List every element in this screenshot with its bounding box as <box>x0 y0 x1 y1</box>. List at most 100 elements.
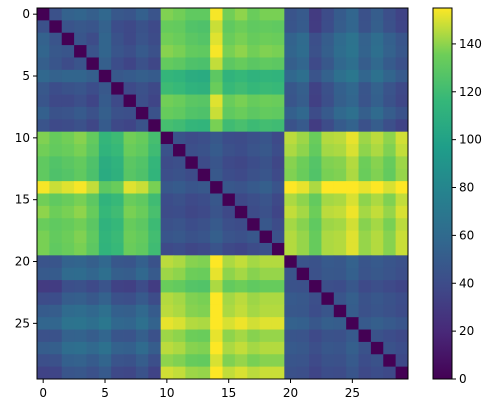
y-axis: 0 5 10 15 20 25 <box>15 7 37 330</box>
heatmap-cell <box>210 131 223 145</box>
heatmap-cell <box>370 156 384 170</box>
heatmap-cell <box>395 341 409 355</box>
heatmap-cell <box>271 317 285 330</box>
colorbar-tick-label: 100 <box>459 133 482 147</box>
heatmap-cell <box>86 156 100 170</box>
heatmap-cell <box>74 69 87 83</box>
heatmap-cell <box>148 119 162 133</box>
heatmap-cell <box>74 181 87 194</box>
heatmap-cell <box>309 82 322 95</box>
heatmap-cell <box>148 317 162 330</box>
heatmap-cell <box>259 168 273 182</box>
heatmap-cell <box>271 230 285 244</box>
heatmap-cell <box>210 45 223 58</box>
heatmap-cell <box>271 304 285 318</box>
heatmap-cell <box>61 317 75 330</box>
heatmap-cell <box>210 119 223 133</box>
heatmap-cell <box>210 242 223 256</box>
heatmap-cell <box>160 230 174 244</box>
heatmap-cell <box>61 193 75 207</box>
heatmap-cell <box>309 156 322 170</box>
heatmap-cell <box>135 242 149 256</box>
heatmap-cell <box>395 242 409 256</box>
heatmap-cell <box>197 45 211 58</box>
heatmap-cell <box>185 82 199 95</box>
heatmap-cell <box>197 32 211 46</box>
heatmap-cell <box>61 82 75 95</box>
heatmap-cell <box>210 366 223 380</box>
heatmap-cell <box>86 131 100 145</box>
heatmap-cell <box>173 119 186 133</box>
heatmap-cell <box>296 82 310 95</box>
heatmap-cell <box>234 45 248 58</box>
heatmap-cell <box>247 82 260 95</box>
heatmap-cell <box>49 32 63 46</box>
heatmap-cell <box>284 317 298 330</box>
heatmap-cell <box>309 341 322 355</box>
heatmap-cell <box>148 341 162 355</box>
heatmap-cell <box>370 317 384 330</box>
heatmap-cell <box>259 32 273 46</box>
heatmap-cell <box>173 255 186 269</box>
heatmap-cell <box>333 181 347 194</box>
heatmap-cell <box>321 69 335 83</box>
heatmap-cell <box>284 144 298 157</box>
heatmap-cell <box>123 292 137 306</box>
heatmap-cell <box>74 119 87 133</box>
heatmap-cell <box>333 119 347 133</box>
heatmap-cell <box>61 205 75 219</box>
heatmap-cell <box>370 329 384 343</box>
heatmap-cell <box>210 20 223 34</box>
heatmap-cell <box>98 156 112 170</box>
heatmap-cell <box>185 205 199 219</box>
heatmap-cell <box>197 292 211 306</box>
heatmap-cell <box>148 156 162 170</box>
heatmap-cell <box>346 267 359 281</box>
heatmap-cell <box>111 329 124 343</box>
heatmap-cell <box>234 106 248 120</box>
heatmap-cell <box>185 193 199 207</box>
heatmap-cell <box>296 8 310 21</box>
heatmap-cell <box>49 45 63 58</box>
heatmap-cell <box>271 57 285 71</box>
heatmap-cell <box>173 45 186 58</box>
heatmap-cell <box>395 292 409 306</box>
heatmap-cell <box>247 57 260 71</box>
heatmap-cell <box>346 119 359 133</box>
heatmap-cell <box>148 354 162 368</box>
heatmap-cell <box>37 267 50 281</box>
heatmap-cell <box>259 230 273 244</box>
heatmap-cell <box>160 82 174 95</box>
heatmap-cell <box>333 144 347 157</box>
heatmap-cell <box>296 20 310 34</box>
heatmap-cell <box>197 106 211 120</box>
x-tick-label: 25 <box>345 386 360 400</box>
heatmap-cell <box>395 106 409 120</box>
heatmap-cell <box>160 20 174 34</box>
heatmap-cell <box>321 304 335 318</box>
heatmap-cell <box>98 255 112 269</box>
heatmap-cell <box>123 8 137 21</box>
heatmap-cell <box>185 366 199 380</box>
heatmap-cell <box>111 366 124 380</box>
heatmap-cell <box>321 267 335 281</box>
heatmap-cell <box>185 32 199 46</box>
heatmap-cell <box>111 131 124 145</box>
heatmap-cell <box>74 292 87 306</box>
heatmap-cell <box>234 168 248 182</box>
colorbar-tick-label: 140 <box>459 37 482 51</box>
heatmap-cell <box>370 354 384 368</box>
colorbar <box>432 7 453 380</box>
heatmap-cell <box>197 57 211 71</box>
y-tick-label: 15 <box>15 193 30 207</box>
heatmap-cell <box>271 267 285 281</box>
heatmap-cell <box>160 354 174 368</box>
heatmap-cell <box>234 341 248 355</box>
heatmap-cell <box>74 94 87 108</box>
heatmap-cell <box>346 45 359 58</box>
heatmap-cell <box>296 205 310 219</box>
heatmap-cell <box>309 168 322 182</box>
heatmap-cell <box>333 242 347 256</box>
heatmap-cell <box>173 193 186 207</box>
heatmap-cell <box>111 20 124 34</box>
